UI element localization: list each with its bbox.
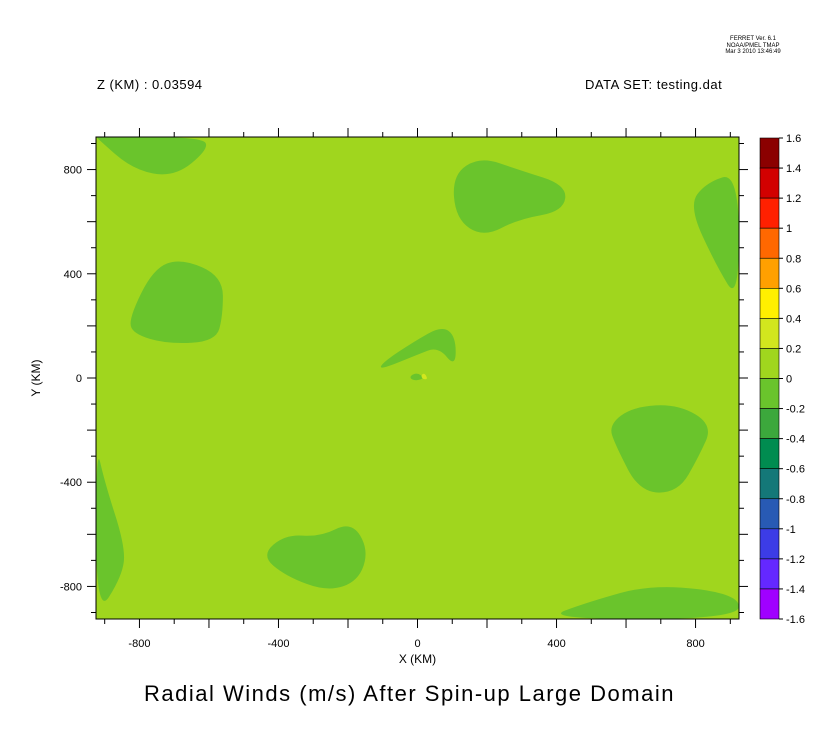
x-tick-label: -800 <box>128 638 150 650</box>
chart-title: Radial Winds (m/s) After Spin-up Large D… <box>144 681 675 706</box>
colorbar-label: 0.2 <box>786 343 801 355</box>
colorbar-swatch <box>759 468 780 500</box>
negative-region-6 <box>611 405 708 493</box>
colorbar-label: -0.8 <box>786 494 805 506</box>
colorbar-swatch <box>759 137 780 169</box>
stamp-line-1: FERRET Ver. 6.1 <box>730 36 776 42</box>
colorbar-label: 0.6 <box>786 283 801 295</box>
y-tick-label: 0 <box>76 373 82 385</box>
colorbar-label: -0.6 <box>786 464 805 476</box>
colorbar-label: -0.4 <box>786 434 805 446</box>
x-tick-label: 400 <box>547 638 565 650</box>
x-tick-label: 0 <box>414 638 420 650</box>
colorbar-swatch <box>759 288 780 319</box>
stamp-line-2: NOAA/PMEL TMAP <box>726 42 780 49</box>
stamp-line-3: Mar 3 2010 13:46:49 <box>725 49 781 55</box>
colorbar-label: 1 <box>786 223 792 235</box>
colorbar-swatch <box>759 438 780 469</box>
y-tick-label: 400 <box>64 269 82 281</box>
colorbar-swatch <box>759 528 780 560</box>
colorbar-label: 1.2 <box>786 193 801 205</box>
negative-region-9 <box>560 587 739 619</box>
negative-region-5 <box>410 373 423 381</box>
colorbar-swatch <box>759 498 780 530</box>
colorbar-swatch <box>759 588 780 620</box>
colorbar-label: -1.6 <box>786 614 805 626</box>
axis-ticks: -800 -400 0 400 800 800 400 0 -400 -800 <box>60 128 748 650</box>
negative-region-1 <box>130 261 223 344</box>
negative-region-0 <box>96 137 207 175</box>
colorbar-label: 0.8 <box>786 253 801 265</box>
colorbar-label: 1.6 <box>786 133 801 145</box>
plot-area <box>95 136 740 620</box>
colorbar-label: 0.4 <box>786 313 801 325</box>
colorbar-swatch <box>759 257 780 289</box>
colorbar-label: 1.4 <box>786 163 801 175</box>
colorbar-swatch <box>759 348 780 379</box>
colorbar-swatch <box>759 227 780 259</box>
colorbar-swatch <box>759 197 780 229</box>
x-tick-label: -400 <box>267 638 289 650</box>
contour-regions <box>96 137 739 619</box>
y-tick-label: 800 <box>64 165 82 177</box>
y-tick-label: -400 <box>60 477 82 489</box>
colorbar-label: 0 <box>786 374 792 386</box>
positive-region-0 <box>421 373 427 380</box>
colorbar-label: -0.2 <box>786 404 805 416</box>
colorbar: 1.6 1.4 1.2 1 0.8 0.6 0.4 0.2 0 -0.2 -0.4 -0.6 -0.8 -… <box>759 133 805 626</box>
colorbar-swatch <box>759 167 780 199</box>
negative-region-2 <box>453 160 566 233</box>
colorbar-label: -1.2 <box>786 554 805 566</box>
y-tick-label: -800 <box>60 581 82 593</box>
negative-region-4 <box>380 329 456 368</box>
colorbar-swatch <box>759 558 780 590</box>
colorbar-swatch <box>759 378 780 409</box>
negative-region-3 <box>693 177 739 289</box>
negative-region-8 <box>267 526 366 589</box>
z-level-label: Z (KM) : 0.03594 <box>97 77 203 92</box>
x-axis-label: X (KM) <box>399 652 436 666</box>
ferret-version-stamp: FERRET Ver. 6.1 NOAA/PMEL TMAP Mar 3 201… <box>694 36 812 56</box>
colorbar-swatch <box>759 408 780 439</box>
x-tick-label: 800 <box>686 638 704 650</box>
colorbar-label: -1 <box>786 524 796 536</box>
dataset-label: DATA SET: testing.dat <box>585 77 723 92</box>
colorbar-label: -1.4 <box>786 584 805 596</box>
colorbar-swatch <box>759 318 780 349</box>
y-axis-label: Y (KM) <box>29 359 43 396</box>
negative-region-7 <box>96 459 125 601</box>
